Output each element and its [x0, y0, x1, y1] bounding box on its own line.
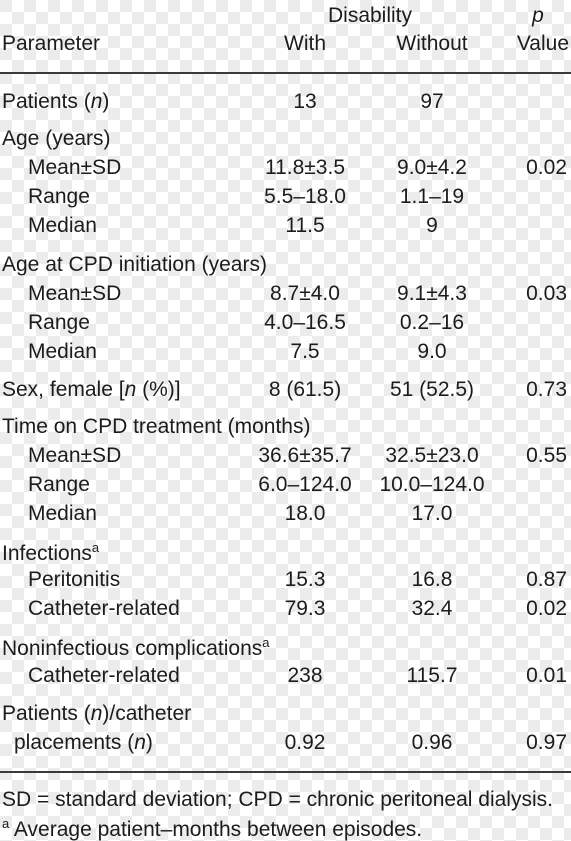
row-label: Mean±SD: [28, 444, 122, 467]
with-header: With: [284, 32, 326, 55]
p-cell: 0.03: [526, 282, 567, 305]
p-cell: 0.02: [526, 156, 567, 179]
with-cell: 15.3: [284, 568, 326, 591]
without-cell: 115.7: [406, 664, 458, 687]
without-cell: 51 (52.5): [389, 378, 475, 401]
without-cell: 17.0: [411, 502, 453, 525]
p-cell: 0.55: [526, 444, 567, 467]
footnote-abbreviations: SD = standard deviation; CPD = chronic p…: [2, 788, 553, 811]
with-cell: 11.5: [285, 214, 325, 237]
with-cell: 18.0: [284, 502, 326, 525]
without-cell: 0.2–16: [399, 311, 465, 334]
with-cell: 79.3: [284, 597, 326, 620]
row-label: Catheter-related: [28, 597, 180, 620]
without-cell: 97: [420, 90, 444, 113]
without-cell: 10.0–124.0: [379, 473, 485, 496]
without-cell: 32.5±23.0: [385, 444, 479, 467]
row-label: Mean±SD: [28, 156, 122, 179]
p-cell: 0.97: [526, 731, 567, 754]
with-cell: 238: [287, 664, 323, 687]
row-label: Median: [28, 502, 97, 525]
without-cell: 32.4: [411, 597, 453, 620]
disability-group-header: Disability: [327, 4, 413, 27]
without-cell: 0.96: [411, 731, 453, 754]
with-cell: 5.5–18.0: [264, 185, 346, 208]
section-label: Age at CPD initiation (years): [2, 253, 267, 276]
without-cell: 9.0±4.2: [397, 156, 467, 179]
row-label: Patients (n)/catheter: [2, 702, 192, 725]
value-header: Value: [516, 32, 569, 55]
without-cell: 9: [426, 214, 438, 237]
with-cell: 13: [293, 90, 317, 113]
row-label: Sex, female [n (%)]: [2, 378, 181, 401]
with-cell: 0.92: [284, 731, 326, 754]
without-cell: 16.8: [411, 568, 453, 591]
with-cell: 7.5: [290, 340, 320, 363]
without-cell: 9.1±4.3: [397, 282, 467, 305]
with-cell: 8.7±4.0: [270, 282, 340, 305]
with-cell: 36.6±35.7: [258, 444, 352, 467]
without-header: Without: [396, 32, 468, 55]
row-label: Range: [28, 185, 90, 208]
row-label: Mean±SD: [28, 282, 122, 305]
with-cell: 4.0–16.5: [264, 311, 346, 334]
without-cell: 9.0: [417, 340, 447, 363]
section-label: Infectionsa: [2, 540, 100, 565]
without-cell: 1.1–19: [399, 185, 465, 208]
with-cell: 8 (61.5): [268, 378, 342, 401]
p-cell: 0.73: [526, 378, 567, 401]
row-label: placements (n): [14, 731, 153, 754]
row-label: Range: [28, 473, 90, 496]
row-label: Patients (n): [2, 90, 110, 113]
with-cell: 6.0–124.0: [258, 473, 352, 496]
row-label: Catheter-related: [28, 664, 180, 687]
parameter-header: Parameter: [2, 32, 101, 55]
with-cell: 11.8±3.5: [264, 156, 346, 179]
footnote-a: a Average patient–months between episode…: [2, 816, 423, 841]
p-cell: 0.87: [526, 568, 567, 591]
row-label: Median: [28, 214, 97, 237]
footer-rule: [0, 771, 571, 773]
p-cell: 0.01: [526, 664, 567, 687]
row-label: Range: [28, 311, 90, 334]
p-cell: 0.02: [526, 597, 567, 620]
p-header: p: [532, 4, 544, 27]
section-label: Time on CPD treatment (months): [2, 415, 311, 438]
row-label: Peritonitis: [28, 568, 121, 591]
section-label: Age (years): [2, 127, 111, 150]
section-label: Noninfectious complicationsa: [2, 635, 270, 660]
row-label: Median: [28, 340, 97, 363]
header-rule: [0, 72, 571, 74]
